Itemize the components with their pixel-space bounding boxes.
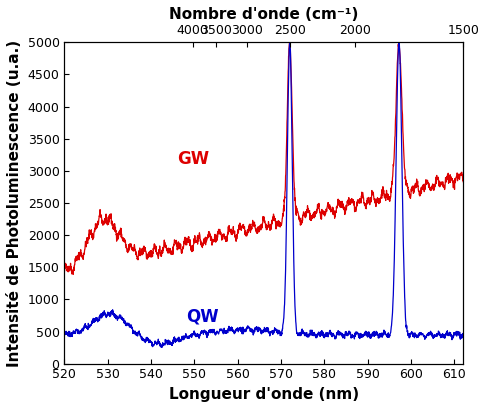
X-axis label: Longueur d'onde (nm): Longueur d'onde (nm)	[169, 387, 359, 402]
Y-axis label: Intensité de Photoluminescence (u.a.): Intensité de Photoluminescence (u.a.)	[7, 39, 22, 366]
X-axis label: Nombre d'onde (cm⁻¹): Nombre d'onde (cm⁻¹)	[169, 7, 359, 22]
Text: GW: GW	[177, 151, 209, 169]
Text: QW: QW	[186, 308, 218, 326]
